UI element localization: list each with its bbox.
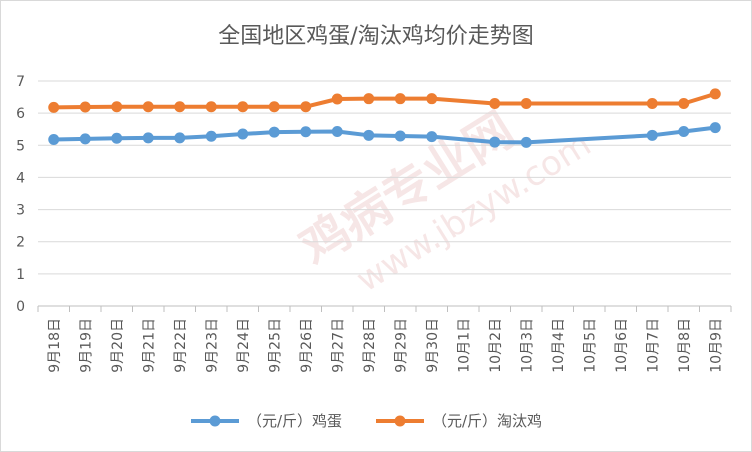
- legend-label: （元/斤）淘汰鸡: [432, 412, 542, 430]
- y-tick-label: 2: [16, 235, 25, 251]
- x-tick-label: 10月7日: [645, 318, 661, 373]
- data-point[interactable]: [174, 101, 186, 113]
- data-point[interactable]: [489, 98, 501, 109]
- y-tick-label: 0: [16, 299, 25, 315]
- grid: [38, 80, 731, 307]
- y-axis: 0 1 2 3 4 5 6 7: [16, 74, 25, 315]
- x-tick-label: 9月30日: [425, 318, 441, 373]
- x-tick-label: 9月29日: [393, 318, 409, 373]
- data-point[interactable]: [426, 131, 438, 143]
- data-point[interactable]: [268, 101, 280, 113]
- data-point[interactable]: [237, 101, 249, 113]
- data-point[interactable]: [426, 93, 438, 105]
- x-tick-label: 9月19日: [78, 318, 94, 373]
- data-point[interactable]: [363, 93, 375, 105]
- data-point[interactable]: [111, 132, 123, 144]
- watermark: 鸡病专业网 www.jbzyw.com: [291, 102, 598, 301]
- legend[interactable]: （元/斤）鸡蛋 （元/斤）淘汰鸡: [191, 412, 542, 430]
- data-point[interactable]: [709, 122, 721, 134]
- x-tick-label: 9月20日: [110, 318, 126, 373]
- x-tick-label: 10月4日: [551, 318, 567, 373]
- data-point[interactable]: [48, 134, 60, 145]
- x-tick-label: 9月27日: [330, 318, 346, 373]
- data-point[interactable]: [646, 129, 658, 141]
- data-point[interactable]: [394, 93, 406, 105]
- data-point[interactable]: [709, 88, 721, 100]
- data-point[interactable]: [205, 130, 217, 142]
- data-point[interactable]: [268, 126, 280, 138]
- chart-title: 全国地区鸡蛋/淘汰鸡均价走势图: [218, 24, 533, 49]
- data-point[interactable]: [142, 101, 154, 113]
- legend-swatch-marker: [209, 415, 221, 427]
- x-tick-label: 9月28日: [362, 318, 378, 373]
- x-tick-label: 9月18日: [47, 318, 63, 373]
- data-point[interactable]: [205, 101, 217, 113]
- data-point[interactable]: [678, 98, 690, 109]
- y-tick-label: 5: [16, 138, 25, 154]
- data-point[interactable]: [300, 126, 312, 138]
- data-point[interactable]: [331, 125, 343, 137]
- data-point[interactable]: [237, 128, 249, 140]
- data-point[interactable]: [79, 133, 91, 145]
- data-point[interactable]: [363, 129, 375, 141]
- series-0: [48, 122, 721, 148]
- series-layer: [48, 88, 721, 148]
- x-tick-label: 10月6日: [614, 318, 630, 373]
- y-tick-label: 1: [16, 267, 25, 283]
- legend-item[interactable]: （元/斤）鸡蛋: [191, 412, 342, 430]
- x-tick-label: 10月8日: [677, 318, 693, 373]
- x-tick-label: 10月5日: [582, 318, 598, 373]
- x-tick-label: 9月22日: [173, 318, 189, 373]
- legend-item[interactable]: （元/斤）淘汰鸡: [376, 412, 542, 430]
- data-point[interactable]: [489, 136, 501, 148]
- legend-label: （元/斤）鸡蛋: [247, 412, 342, 430]
- series-1: [48, 88, 721, 113]
- data-point[interactable]: [142, 132, 154, 144]
- data-point[interactable]: [520, 136, 532, 148]
- data-point[interactable]: [520, 98, 532, 109]
- x-tick-label: 10月3日: [519, 318, 535, 373]
- data-point[interactable]: [79, 101, 91, 113]
- x-axis: 9月18日 9月19日 9月20日 9月21日 9月22日 9月23日 9月24日 9月25日…: [37, 306, 732, 373]
- x-tick-label: 9月26日: [299, 318, 315, 373]
- x-tick-label: 9月24日: [236, 318, 252, 373]
- y-tick-label: 6: [16, 106, 25, 122]
- x-tick-label: 9月25日: [267, 318, 283, 373]
- data-point[interactable]: [48, 101, 60, 113]
- data-point[interactable]: [646, 98, 658, 109]
- y-tick-label: 3: [16, 203, 25, 219]
- x-tick-label: 9月21日: [141, 318, 157, 373]
- y-tick-label: 7: [16, 74, 25, 90]
- data-point[interactable]: [331, 93, 343, 105]
- legend-swatch-marker: [394, 415, 406, 427]
- data-point[interactable]: [174, 132, 186, 144]
- data-point[interactable]: [678, 125, 690, 137]
- x-tick-label: 9月23日: [204, 318, 220, 373]
- x-tick-label: 10月1日: [456, 318, 472, 373]
- x-tick-label: 10月2日: [488, 318, 504, 373]
- data-point[interactable]: [111, 101, 123, 113]
- x-tick-label: 10月9日: [708, 318, 724, 373]
- data-point[interactable]: [394, 130, 406, 142]
- data-point[interactable]: [300, 101, 312, 113]
- y-tick-label: 4: [16, 170, 25, 186]
